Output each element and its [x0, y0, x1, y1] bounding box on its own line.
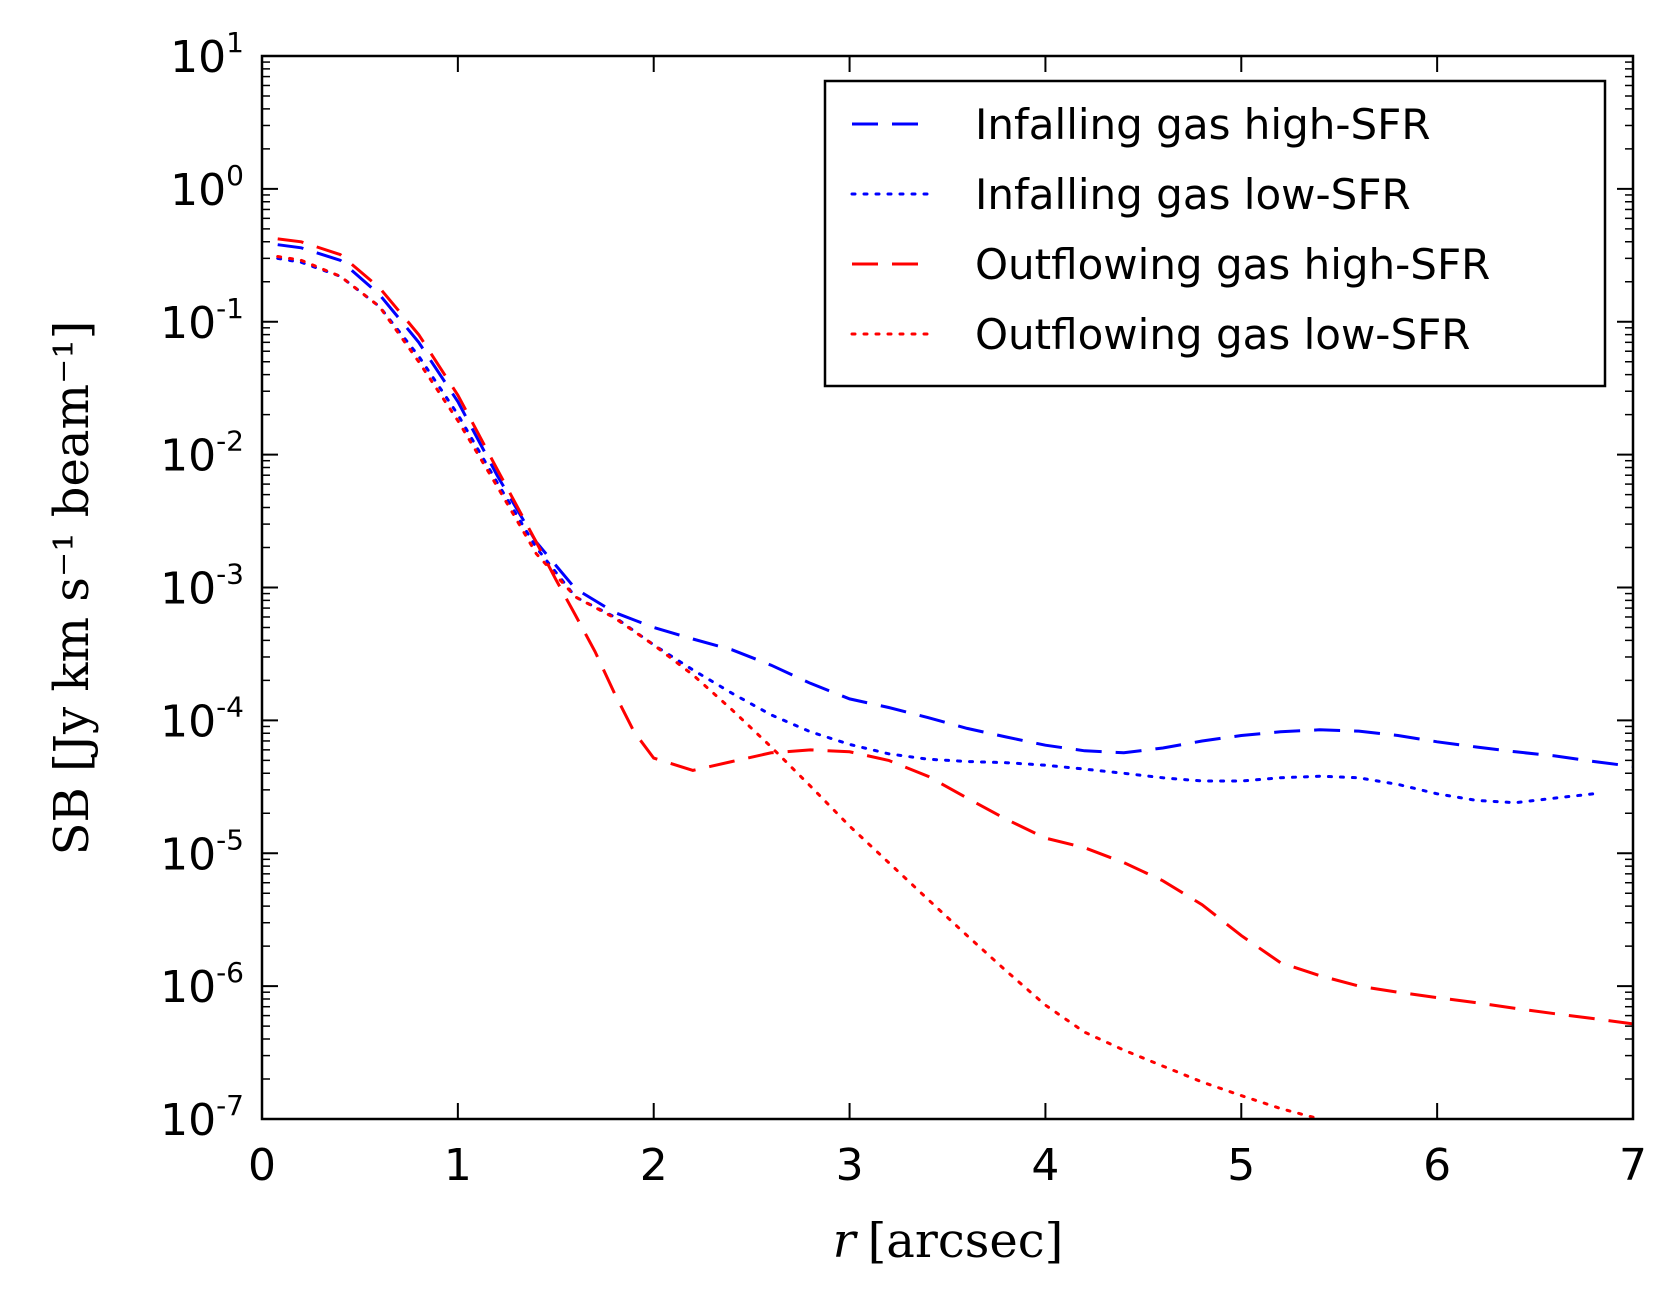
x-axis-title: r [arcsec]: [833, 1213, 1064, 1269]
series-line-1: [276, 256, 1596, 805]
y-tick-exponent: 0: [226, 159, 244, 192]
y-tick-base: 10: [160, 431, 216, 482]
y-tick-label: 10-2: [160, 425, 244, 482]
y-tick-exponent: -3: [216, 558, 244, 591]
legend-label: Outflowing gas high-SFR: [975, 240, 1490, 289]
plot-frame: [260, 54, 1635, 1121]
y-tick-base: 10: [160, 829, 216, 880]
legend-entry: Infalling gas high-SFR: [852, 100, 1431, 149]
x-axis-unit: [arcsec]: [868, 1213, 1064, 1269]
y-tick-base: 10: [160, 962, 216, 1013]
x-axis-var: r: [833, 1213, 859, 1269]
series-line-3: [276, 255, 1327, 1119]
legend-entry: Infalling gas low-SFR: [850, 170, 1411, 219]
y-tick-label: 10-4: [160, 690, 244, 747]
y-tick-base: 10: [160, 564, 216, 615]
y-axis-title: SB [Jy km s⁻¹ beam⁻¹]: [44, 321, 100, 856]
x-tick-label: 1: [444, 1140, 472, 1191]
y-tick-exponent: -1: [216, 292, 244, 325]
y-tick-base: 10: [170, 32, 226, 83]
x-tick-label: 5: [1227, 1140, 1255, 1191]
minor-ticks: [262, 61, 1633, 1080]
x-tick-label: 2: [640, 1140, 668, 1191]
y-tick-exponent: -7: [216, 1089, 244, 1122]
x-tick-label: 4: [1031, 1140, 1059, 1191]
series-line-2: [277, 237, 1633, 1026]
y-tick-base: 10: [160, 1095, 216, 1146]
series-layer: [276, 237, 1633, 1119]
y-tick-label: 10-5: [160, 823, 244, 880]
y-tick-label: 101: [170, 26, 244, 83]
y-tick-base: 10: [170, 165, 226, 216]
x-tick-label: 6: [1423, 1140, 1451, 1191]
x-tick-label: 0: [248, 1140, 276, 1191]
series-line-0: [277, 243, 1633, 768]
legend-label: Infalling gas high-SFR: [975, 100, 1431, 149]
legend-entry: Outflowing gas low-SFR: [850, 310, 1470, 359]
legend-entry: Outflowing gas high-SFR: [852, 240, 1490, 289]
y-tick-exponent: -6: [216, 956, 244, 989]
y-tick-exponent: -5: [216, 823, 244, 856]
y-tick-base: 10: [160, 696, 216, 747]
y-tick-exponent: -4: [216, 690, 244, 723]
y-tick-exponent: 1: [226, 26, 244, 59]
x-tick-label: 7: [1619, 1140, 1647, 1191]
legend-label: Infalling gas low-SFR: [975, 170, 1411, 219]
x-tick-labels: 0 1 2 3 4 5 6 7: [248, 1140, 1647, 1191]
y-tick-base: 10: [160, 298, 216, 349]
x-tick-label: 3: [836, 1140, 864, 1191]
legend-label: Outflowing gas low-SFR: [975, 310, 1470, 359]
y-tick-label: 10-1: [160, 292, 244, 349]
legend: Infalling gas high-SFR Infalling gas low-…: [823, 79, 1607, 388]
y-tick-label: 10-6: [160, 956, 244, 1013]
y-tick-label: 10-3: [160, 558, 244, 615]
legend-box: [823, 79, 1607, 388]
y-tick-label: 10-7: [160, 1089, 244, 1146]
y-tick-exponent: -2: [216, 425, 244, 458]
y-tick-label: 100: [170, 159, 244, 216]
